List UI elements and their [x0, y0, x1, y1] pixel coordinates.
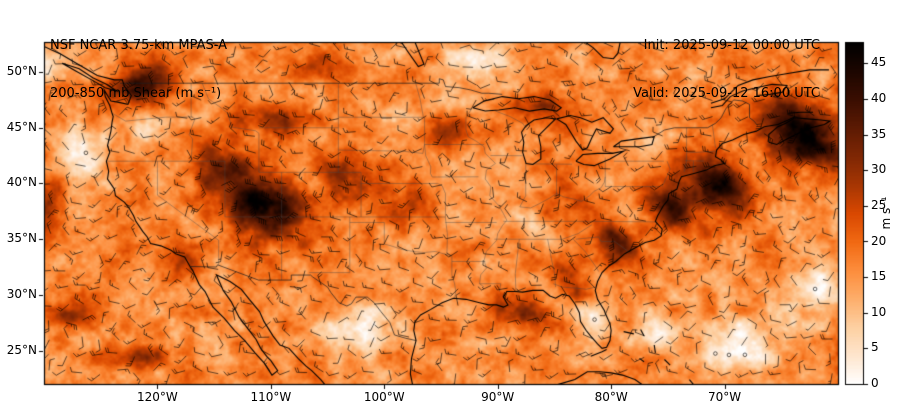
colorbar-tick-label: 40 [871, 91, 887, 105]
colorbar-tick-label: 45 [871, 55, 887, 70]
colorbar-tick-label: 5 [871, 340, 879, 355]
x-tick-label: 80°W [594, 390, 628, 404]
figure-titles: NSF NCAR 3.75-km MPAS-A 200-850 mb Shear… [50, 6, 227, 134]
figure-times: Init: 2025-09-12 00:00 UTC Valid: 2025-0… [633, 6, 820, 134]
y-tick-label: 40°N [6, 175, 37, 190]
init-time: Init: 2025-09-12 00:00 UTC [643, 38, 820, 53]
colorbar-tick-label: 35 [871, 126, 887, 141]
colorbar-unit-label: m s⁻¹ [879, 196, 893, 230]
product-title: 200-850 mb Shear (m s⁻¹) [50, 86, 222, 101]
y-tick-label: 45°N [6, 119, 37, 134]
valid-time: Valid: 2025-09-12 16:00 UTC [633, 86, 820, 101]
x-tick-label: 100°W [363, 390, 405, 404]
y-tick-label: 30°N [6, 286, 37, 301]
colorbar-tick-label: 25 [871, 197, 887, 212]
x-tick-label: 110°W [250, 390, 292, 404]
y-tick-label: 35°N [6, 231, 37, 246]
x-tick-label: 120°W [137, 390, 178, 404]
model-title: NSF NCAR 3.75-km MPAS-A [50, 38, 228, 53]
y-tick-label: 50°N [6, 64, 37, 79]
colorbar-tick-label: 20 [871, 233, 887, 248]
y-tick-label: 25°N [6, 342, 37, 357]
x-tick-label: 70°W [707, 390, 742, 404]
colorbar-tick-label: 0 [871, 376, 879, 390]
x-tick-label: 90°W [481, 390, 515, 404]
colorbar-tick-label: 30 [871, 162, 887, 177]
colorbar-tick-label: 15 [871, 269, 887, 284]
colorbar-tick-label: 10 [871, 304, 887, 319]
